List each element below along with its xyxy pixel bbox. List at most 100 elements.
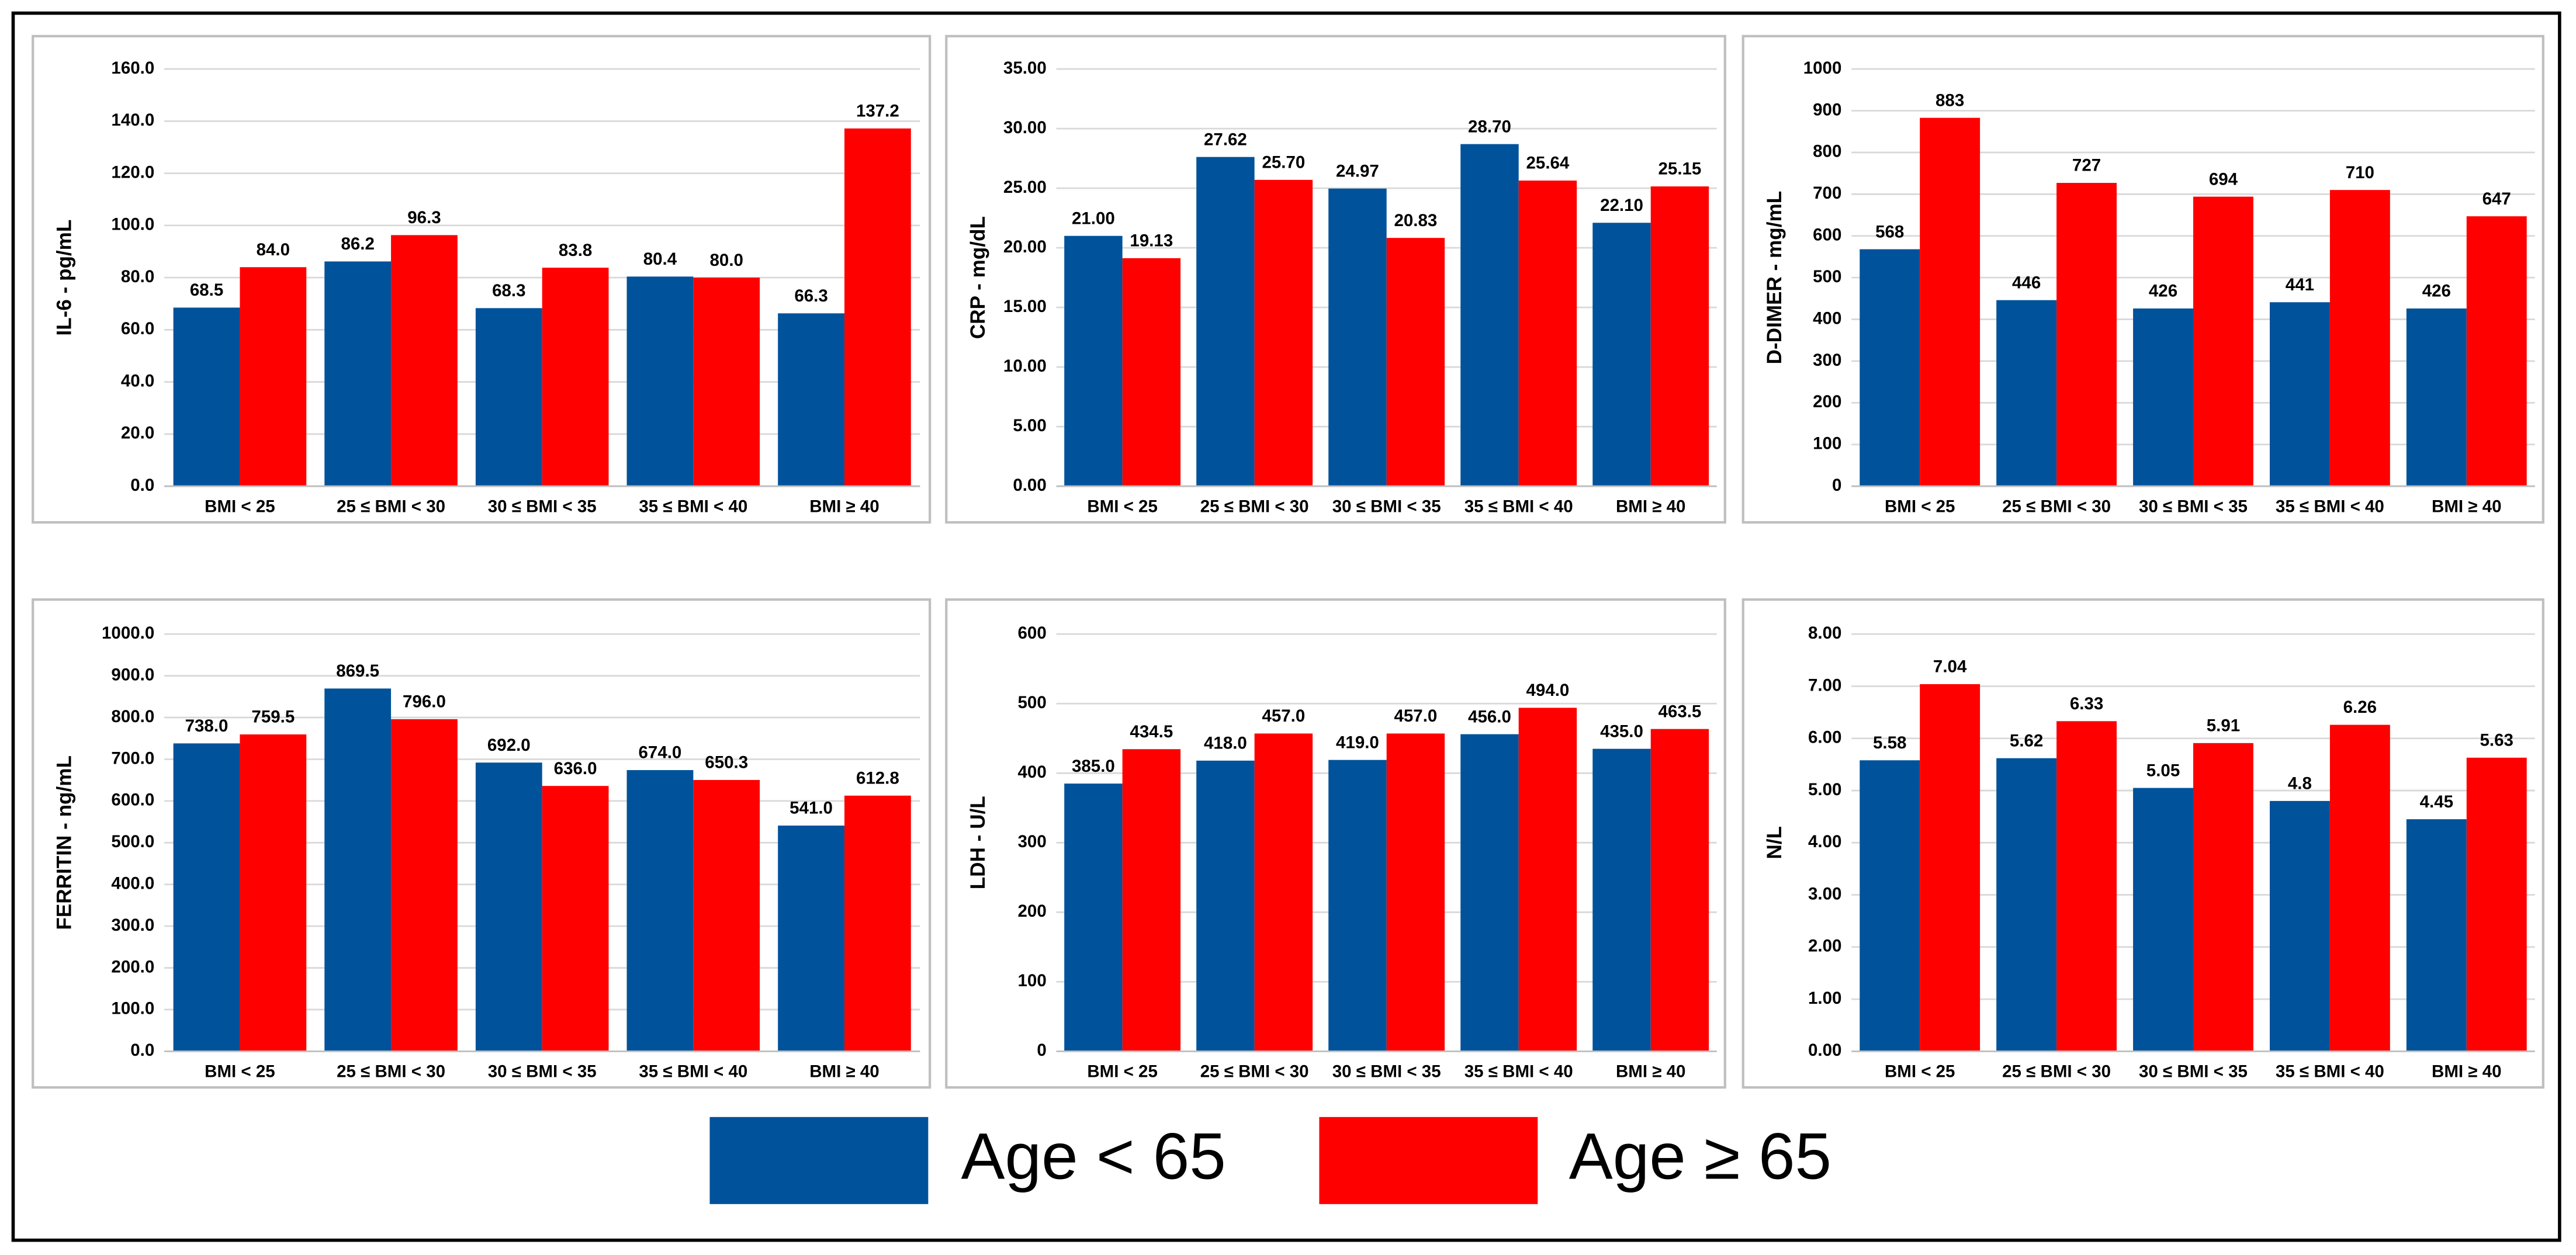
- bar: [173, 743, 240, 1052]
- bar: [626, 770, 694, 1052]
- y-tick-label: 500.0: [111, 832, 154, 851]
- bar: [626, 276, 694, 487]
- bar: [324, 261, 392, 487]
- bar: [1592, 223, 1651, 487]
- x-tick-label: 35 ≤ BMI < 40: [2276, 497, 2384, 516]
- y-tick-label: 0.0: [130, 1041, 154, 1060]
- value-label: 25.64: [1526, 154, 1570, 173]
- y-tick-label: 2.00: [1808, 937, 1841, 956]
- y-tick-label: 800: [1813, 142, 1841, 161]
- y-tick-label: 700.0: [111, 748, 154, 768]
- bar: [1650, 186, 1709, 487]
- legend-label: Age ≥ 65: [1569, 1119, 1831, 1192]
- x-tick-label: 25 ≤ BMI < 30: [337, 497, 445, 516]
- bar: [1328, 188, 1387, 487]
- value-label: 83.8: [559, 241, 592, 260]
- value-label: 4.45: [2420, 792, 2453, 812]
- y-tick-label: 80.0: [121, 267, 154, 286]
- x-tick-label: BMI < 25: [205, 497, 275, 516]
- y-tick-label: 1000.0: [102, 623, 154, 643]
- value-label: 25.15: [1659, 160, 1702, 179]
- value-label: 84.0: [257, 240, 290, 259]
- y-tick-label: 400: [1018, 762, 1047, 782]
- bar: [391, 719, 458, 1052]
- y-tick-label: 100: [1018, 971, 1047, 990]
- y-tick-label: 40.0: [121, 371, 154, 390]
- value-label: 385.0: [1072, 757, 1115, 776]
- value-label: 426: [2149, 282, 2177, 301]
- value-label: 441: [2286, 275, 2314, 294]
- bar: [1650, 729, 1709, 1052]
- value-label: 6.26: [2343, 698, 2377, 717]
- y-tick-label: 600: [1813, 226, 1841, 245]
- value-label: 541.0: [790, 799, 833, 818]
- y-tick-label: 5.00: [1013, 416, 1046, 435]
- x-tick-label: BMI ≥ 40: [1616, 497, 1685, 516]
- y-tick-label: 600.0: [111, 791, 154, 810]
- bar: [1920, 684, 1981, 1052]
- value-label: 80.0: [710, 251, 743, 270]
- x-tick-label: 30 ≤ BMI < 35: [488, 497, 597, 516]
- value-label: 694: [2209, 169, 2238, 189]
- bar: [693, 779, 760, 1052]
- bar: [1386, 238, 1445, 487]
- bar: [2269, 800, 2330, 1052]
- bar: [1996, 758, 2057, 1052]
- x-tick-label: 30 ≤ BMI < 35: [1332, 497, 1441, 516]
- y-tick-label: 140.0: [111, 110, 154, 130]
- bar: [1196, 157, 1255, 487]
- value-label: 434.5: [1130, 722, 1173, 741]
- value-label: 456.0: [1468, 707, 1511, 726]
- value-label: 446: [2012, 273, 2041, 292]
- y-tick-label: 600: [1018, 623, 1047, 643]
- y-tick-label: 4.00: [1808, 832, 1841, 851]
- bar: [2269, 302, 2330, 487]
- value-label: 419.0: [1336, 733, 1379, 752]
- x-tick-label: BMI < 25: [1885, 497, 1955, 516]
- bar: [778, 826, 844, 1052]
- y-tick-label: 8.00: [1808, 623, 1841, 643]
- y-axis-title: IL-6 - pg/mL: [53, 220, 76, 336]
- bar: [2406, 819, 2467, 1052]
- y-tick-label: 400.0: [111, 874, 154, 893]
- y-tick-label: 120.0: [111, 162, 154, 182]
- value-label: 19.13: [1130, 231, 1173, 251]
- bar: [324, 688, 392, 1052]
- x-tick-label: 30 ≤ BMI < 35: [1332, 1062, 1441, 1081]
- value-label: 674.0: [639, 743, 682, 762]
- y-tick-label: 0.0: [130, 476, 154, 495]
- y-tick-label: 30.00: [1003, 118, 1047, 137]
- bar: [2056, 183, 2117, 487]
- bar: [2466, 216, 2527, 487]
- value-label: 5.63: [2480, 730, 2513, 750]
- value-label: 5.91: [2207, 716, 2240, 735]
- x-tick-label: 35 ≤ BMI < 40: [1464, 1062, 1573, 1081]
- bar: [1386, 733, 1445, 1052]
- value-label: 457.0: [1262, 706, 1305, 726]
- value-label: 20.83: [1394, 211, 1437, 230]
- y-tick-label: 1000: [1803, 58, 1842, 78]
- bar: [1460, 144, 1519, 487]
- y-tick-label: 0: [1832, 476, 1841, 495]
- bar: [1064, 235, 1123, 487]
- bar: [1592, 748, 1651, 1052]
- bar: [2466, 757, 2527, 1052]
- bar: [2329, 724, 2390, 1052]
- x-tick-label: BMI ≥ 40: [809, 1062, 879, 1081]
- bar: [844, 128, 911, 487]
- y-tick-label: 100.0: [111, 999, 154, 1018]
- bar: [693, 278, 760, 487]
- bar: [2193, 743, 2253, 1052]
- bar: [240, 734, 307, 1052]
- y-axis-title: N/L: [1763, 826, 1786, 859]
- y-tick-label: 0.00: [1808, 1041, 1841, 1060]
- value-label: 86.2: [341, 234, 374, 254]
- bar: [542, 268, 609, 487]
- y-tick-label: 200: [1813, 392, 1841, 411]
- y-tick-label: 20.00: [1003, 237, 1047, 256]
- x-tick-label: BMI < 25: [1087, 1062, 1158, 1081]
- x-tick-label: 35 ≤ BMI < 40: [639, 497, 747, 516]
- y-tick-label: 100: [1813, 434, 1841, 453]
- value-label: 96.3: [407, 208, 441, 227]
